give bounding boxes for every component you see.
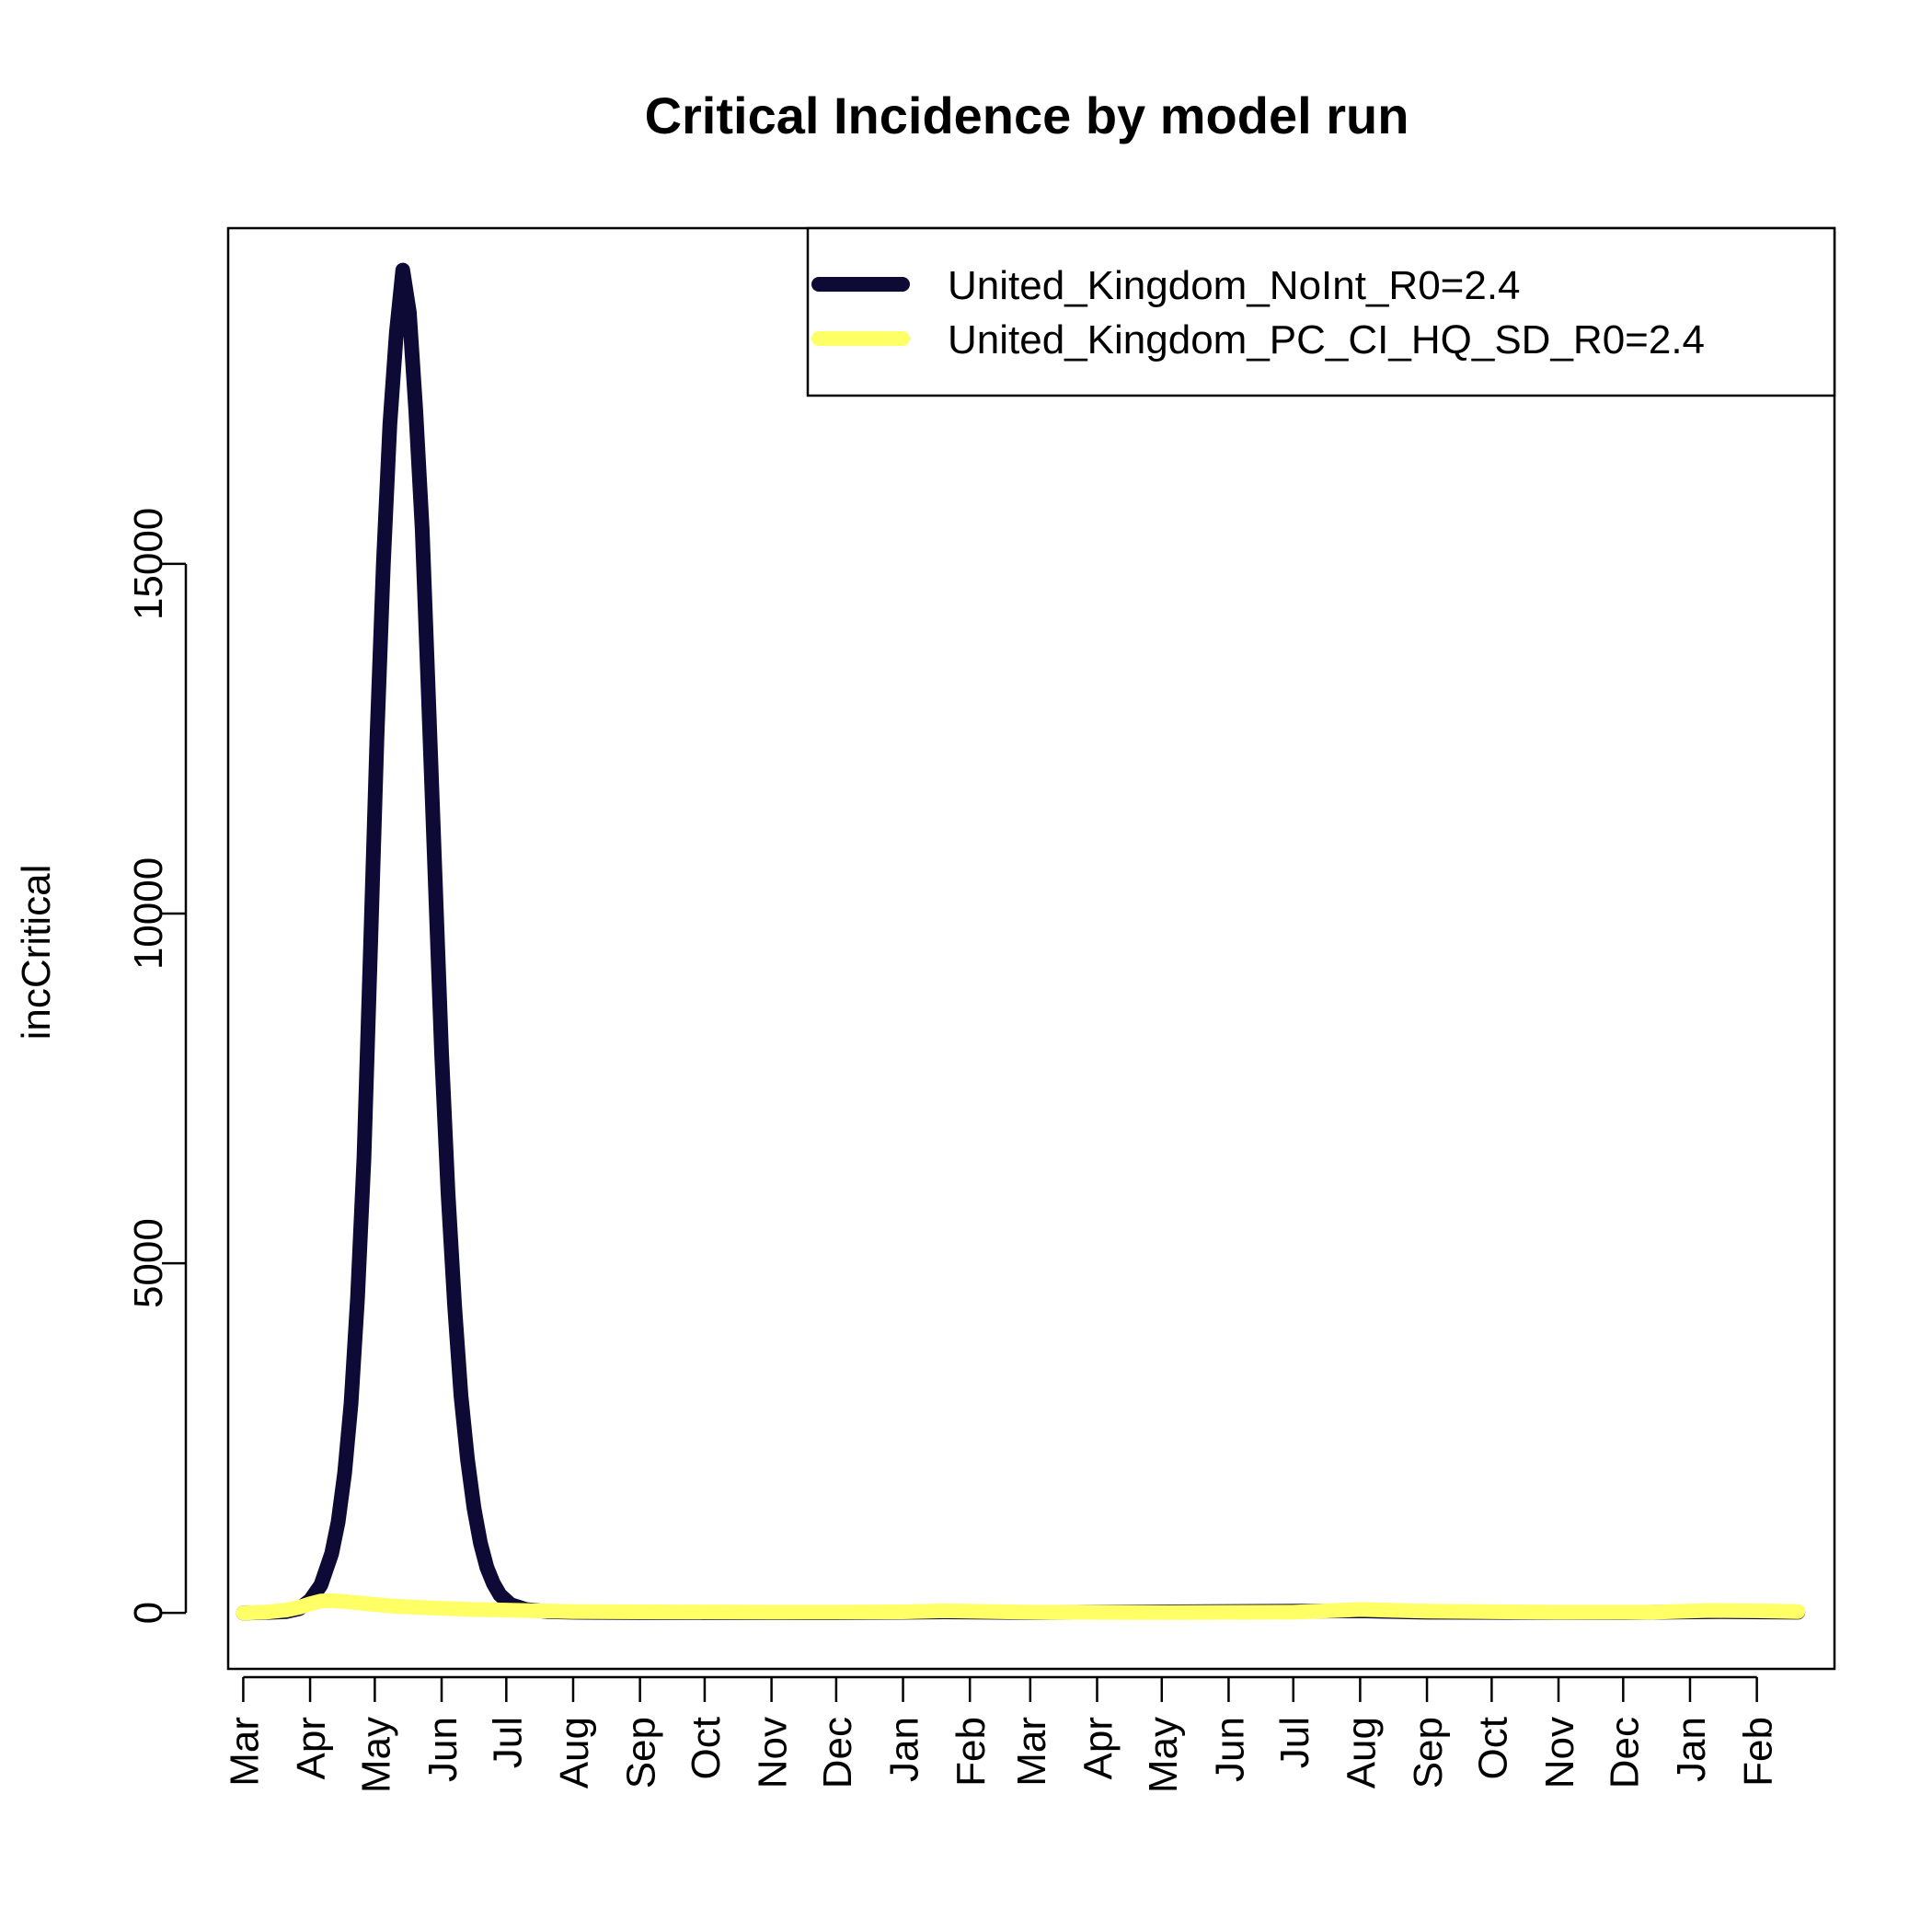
x-axis: Mar Apr May Jun Jul Aug Sep Oct Nov Dec Jan Feb Mar A… bbox=[222, 1675, 1781, 1793]
x-tick-label: Mar bbox=[1009, 1717, 1054, 1787]
x-tick-label: Sep bbox=[1406, 1717, 1451, 1788]
x-tick-label: Apr bbox=[1076, 1717, 1121, 1779]
y-tick-label: 0 bbox=[126, 1602, 171, 1624]
y-tick-label: 10000 bbox=[126, 857, 171, 970]
legend-label-pc-ci-hq-sd: United_Kingdom_PC_CI_HQ_SD_R0=2.4 bbox=[948, 317, 1705, 362]
x-tick-label: Mar bbox=[222, 1717, 267, 1787]
x-tick-label: May bbox=[1141, 1717, 1186, 1793]
x-tick-label: Dec bbox=[815, 1717, 860, 1788]
y-axis-label: incCritical bbox=[14, 865, 59, 1041]
series-line-0 bbox=[236, 262, 1806, 1621]
x-tick-label: Nov bbox=[1537, 1717, 1582, 1788]
x-tick-label: Jun bbox=[1207, 1717, 1252, 1782]
series-layer bbox=[236, 262, 1806, 1621]
x-tick-label: Oct bbox=[1470, 1717, 1515, 1779]
x-tick-label: Aug bbox=[1339, 1717, 1384, 1788]
x-tick-label: Jul bbox=[485, 1717, 530, 1768]
y-axis: 0 5000 10000 15000 bbox=[126, 508, 188, 1624]
legend-box bbox=[806, 226, 1836, 397]
x-tick-label: Jul bbox=[1272, 1717, 1317, 1768]
y-tick-label: 5000 bbox=[126, 1218, 171, 1308]
x-tick-label: Sep bbox=[619, 1717, 664, 1788]
chart-title: Critical Incidence by model run bbox=[645, 86, 1409, 144]
x-tick-label: Dec bbox=[1602, 1717, 1647, 1788]
x-tick-label: Feb bbox=[949, 1717, 994, 1787]
series-line-1 bbox=[236, 1593, 1806, 1621]
x-tick-label: Jan bbox=[882, 1717, 927, 1782]
x-tick-label: Nov bbox=[751, 1717, 796, 1788]
x-tick-label: Jan bbox=[1669, 1717, 1714, 1782]
x-tick-label: May bbox=[353, 1717, 398, 1793]
x-tick-label: Oct bbox=[684, 1717, 729, 1779]
x-tick-label: Feb bbox=[1736, 1717, 1781, 1787]
x-tick-label: Jun bbox=[420, 1717, 466, 1782]
legend-label-noint: United_Kingdom_NoInt_R0=2.4 bbox=[948, 263, 1521, 308]
legend: United_Kingdom_NoInt_R0=2.4 United_Kingd… bbox=[806, 226, 1836, 397]
x-tick-label: Aug bbox=[552, 1717, 597, 1788]
x-tick-label: Apr bbox=[289, 1717, 334, 1779]
y-tick-label: 15000 bbox=[126, 508, 171, 620]
